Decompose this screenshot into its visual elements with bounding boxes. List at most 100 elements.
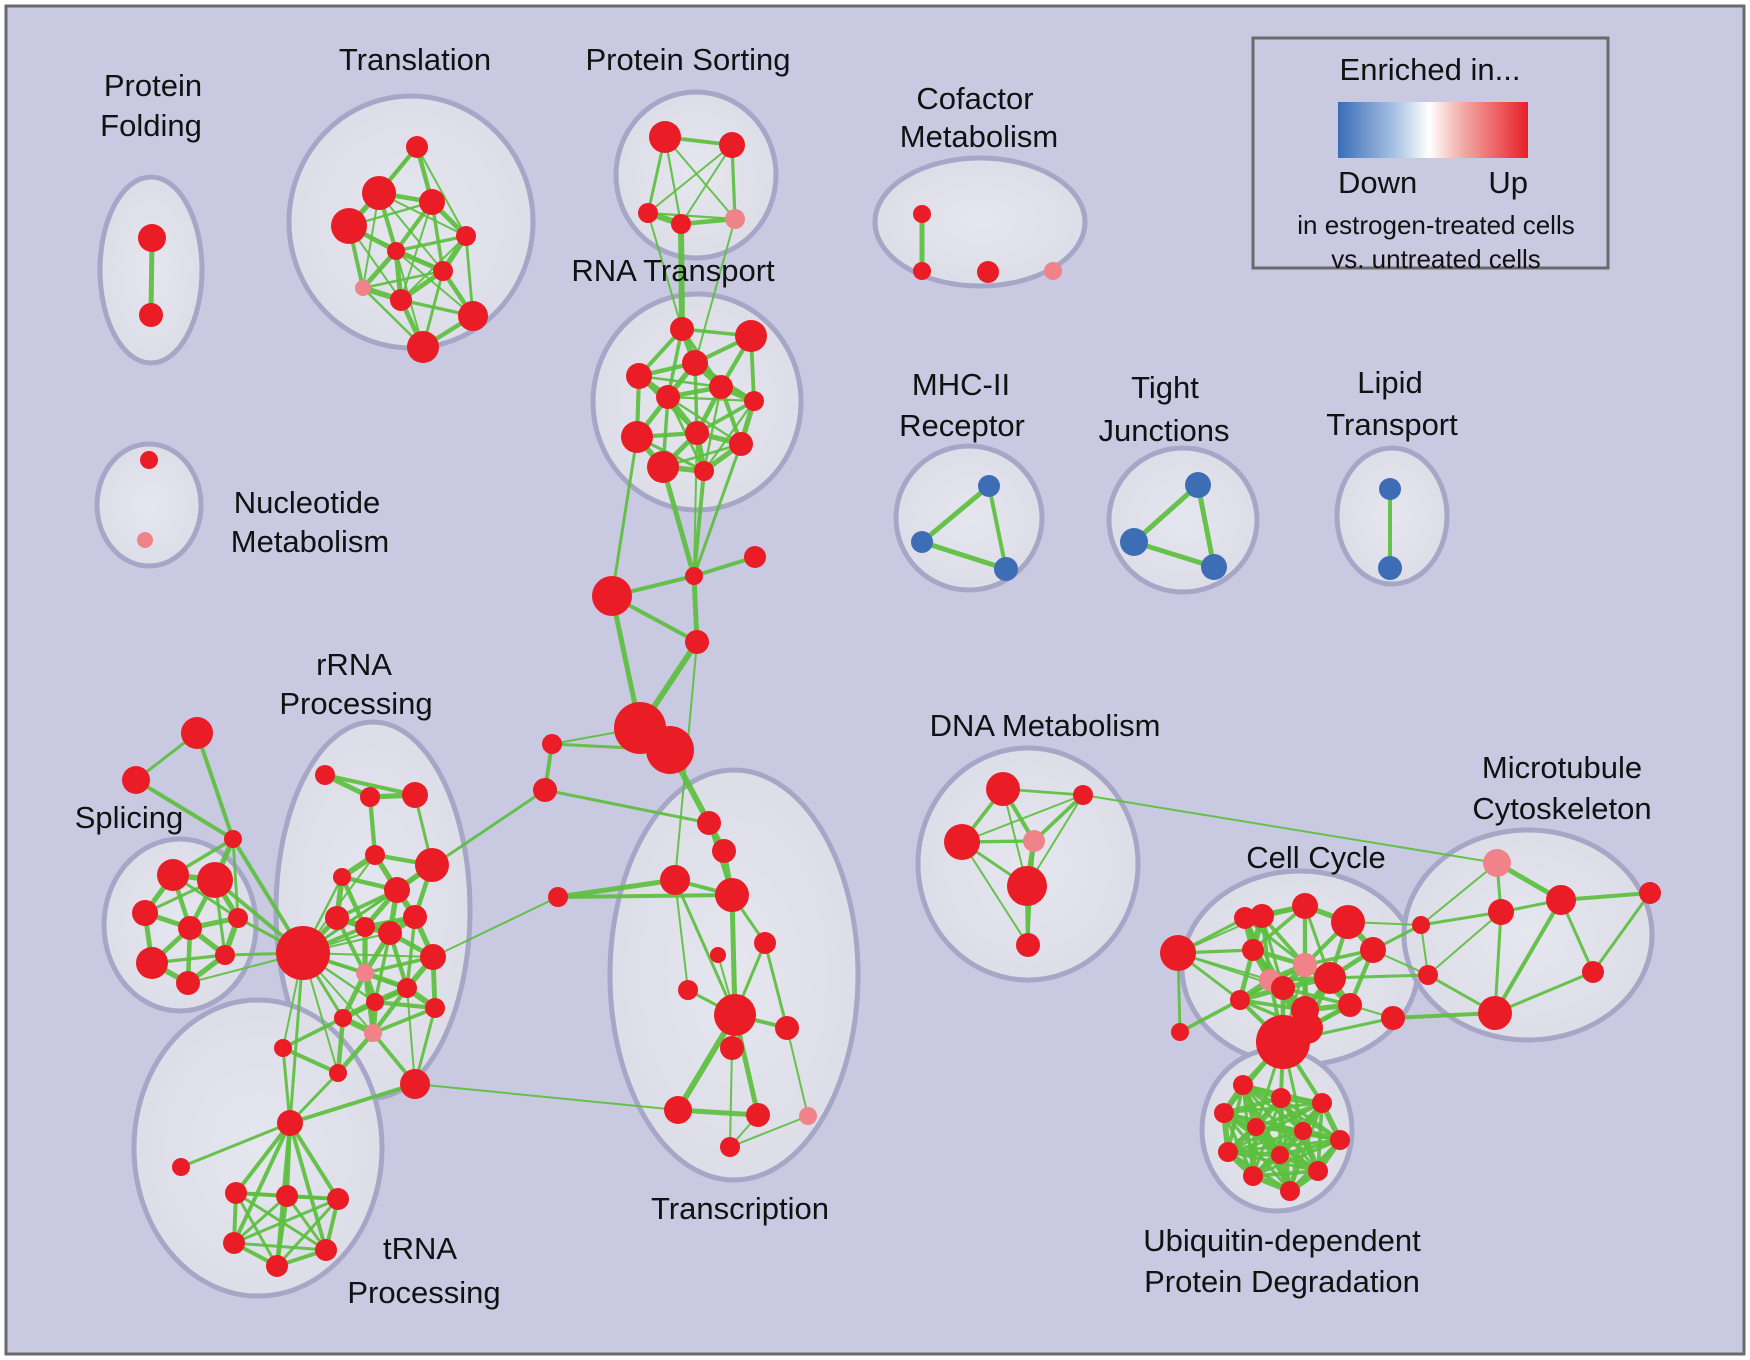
gene-set-node[interactable] <box>1250 904 1274 928</box>
gene-set-node[interactable] <box>132 900 158 926</box>
gene-set-node[interactable] <box>710 947 726 963</box>
gene-set-node[interactable] <box>1483 849 1511 877</box>
gene-set-node[interactable] <box>694 461 714 481</box>
gene-set-node[interactable] <box>944 824 980 860</box>
gene-set-node[interactable] <box>1243 1166 1263 1186</box>
gene-set-node[interactable] <box>1230 990 1250 1010</box>
gene-set-node[interactable] <box>397 978 417 998</box>
gene-set-node[interactable] <box>1412 916 1430 934</box>
gene-set-node[interactable] <box>172 1158 190 1176</box>
gene-set-node[interactable] <box>276 926 330 980</box>
gene-set-node[interactable] <box>1381 1006 1405 1030</box>
gene-set-node[interactable] <box>1308 1161 1328 1181</box>
gene-set-node[interactable] <box>746 1103 770 1127</box>
gene-set-node[interactable] <box>403 905 427 929</box>
gene-set-node[interactable] <box>1007 866 1047 906</box>
gene-set-node[interactable] <box>754 932 776 954</box>
gene-set-node[interactable] <box>1016 933 1040 957</box>
gene-set-node[interactable] <box>433 261 453 281</box>
gene-set-node[interactable] <box>1478 996 1512 1030</box>
gene-set-node[interactable] <box>548 887 568 907</box>
gene-set-node[interactable] <box>327 1188 349 1210</box>
gene-set-node[interactable] <box>720 1137 740 1157</box>
gene-set-node[interactable] <box>215 945 235 965</box>
gene-set-node[interactable] <box>329 1064 347 1082</box>
gene-set-node[interactable] <box>356 964 374 982</box>
gene-set-node[interactable] <box>178 916 202 940</box>
gene-set-node[interactable] <box>1073 785 1093 805</box>
gene-set-node[interactable] <box>276 1185 298 1207</box>
gene-set-node[interactable] <box>384 877 410 903</box>
gene-set-node[interactable] <box>364 1024 382 1042</box>
gene-set-node[interactable] <box>197 862 233 898</box>
gene-set-node[interactable] <box>1331 905 1365 939</box>
gene-set-node[interactable] <box>266 1255 288 1277</box>
gene-set-node[interactable] <box>1160 935 1196 971</box>
gene-set-node[interactable] <box>1218 1142 1238 1162</box>
gene-set-node[interactable] <box>647 451 679 483</box>
gene-set-node[interactable] <box>621 421 653 453</box>
gene-set-node[interactable] <box>331 208 367 244</box>
gene-set-node[interactable] <box>387 242 405 260</box>
gene-set-node[interactable] <box>140 451 158 469</box>
gene-set-node[interactable] <box>1242 939 1264 961</box>
gene-set-node[interactable] <box>277 1110 303 1136</box>
gene-set-node[interactable] <box>1247 1118 1265 1136</box>
gene-set-node[interactable] <box>735 320 767 352</box>
gene-set-node[interactable] <box>1292 893 1318 919</box>
gene-set-node[interactable] <box>315 765 335 785</box>
gene-set-node[interactable] <box>913 262 931 280</box>
gene-set-node[interactable] <box>1488 899 1514 925</box>
gene-set-node[interactable] <box>406 136 428 158</box>
gene-set-node[interactable] <box>1379 478 1401 500</box>
gene-set-node[interactable] <box>709 375 733 399</box>
gene-set-node[interactable] <box>994 557 1018 581</box>
gene-set-node[interactable] <box>425 998 445 1018</box>
gene-set-node[interactable] <box>1546 885 1576 915</box>
gene-set-node[interactable] <box>799 1107 817 1125</box>
gene-set-node[interactable] <box>137 532 153 548</box>
gene-set-node[interactable] <box>1234 907 1256 929</box>
gene-set-node[interactable] <box>400 1069 430 1099</box>
gene-set-node[interactable] <box>649 121 681 153</box>
gene-set-node[interactable] <box>420 944 446 970</box>
gene-set-node[interactable] <box>1280 1181 1300 1201</box>
gene-set-node[interactable] <box>1214 1103 1234 1123</box>
gene-set-node[interactable] <box>355 280 371 296</box>
gene-set-node[interactable] <box>744 546 766 568</box>
gene-set-node[interactable] <box>223 1232 245 1254</box>
gene-set-node[interactable] <box>176 971 200 995</box>
gene-set-node[interactable] <box>366 993 384 1011</box>
gene-set-node[interactable] <box>325 906 349 930</box>
gene-set-node[interactable] <box>697 811 721 835</box>
gene-set-node[interactable] <box>1201 554 1227 580</box>
gene-set-node[interactable] <box>415 848 449 882</box>
gene-set-node[interactable] <box>911 531 933 553</box>
gene-set-node[interactable] <box>1023 830 1045 852</box>
gene-set-node[interactable] <box>362 176 396 210</box>
gene-set-node[interactable] <box>678 980 698 1000</box>
gene-set-node[interactable] <box>913 205 931 223</box>
gene-set-node[interactable] <box>274 1039 292 1057</box>
gene-set-node[interactable] <box>638 203 658 223</box>
gene-set-node[interactable] <box>626 363 652 389</box>
gene-set-node[interactable] <box>139 303 163 327</box>
gene-set-node[interactable] <box>542 734 562 754</box>
gene-set-node[interactable] <box>1330 1130 1350 1150</box>
gene-set-node[interactable] <box>725 209 745 229</box>
gene-set-node[interactable] <box>664 1096 692 1124</box>
gene-set-node[interactable] <box>1639 882 1661 904</box>
gene-set-node[interactable] <box>720 1036 744 1060</box>
gene-set-node[interactable] <box>419 189 445 215</box>
gene-set-node[interactable] <box>1360 937 1386 963</box>
gene-set-node[interactable] <box>744 391 764 411</box>
gene-set-node[interactable] <box>719 132 745 158</box>
gene-set-node[interactable] <box>715 878 749 912</box>
gene-set-node[interactable] <box>360 787 380 807</box>
gene-set-node[interactable] <box>660 865 690 895</box>
gene-set-node[interactable] <box>1171 1023 1189 1041</box>
gene-set-node[interactable] <box>1291 1012 1323 1044</box>
gene-set-node[interactable] <box>458 301 488 331</box>
gene-set-node[interactable] <box>355 917 375 937</box>
gene-set-node[interactable] <box>685 630 709 654</box>
